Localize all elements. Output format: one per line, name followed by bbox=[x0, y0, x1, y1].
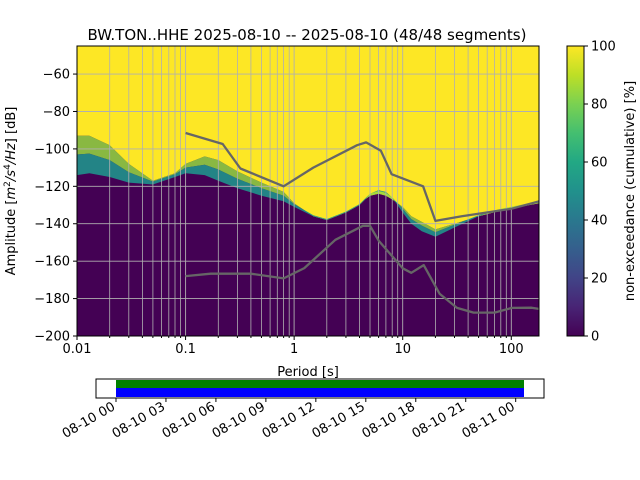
y-tick-label: −140 bbox=[34, 217, 70, 232]
timeline-tick-label: 08-10 09 bbox=[210, 399, 268, 441]
colorbar: 0 20 40 60 80 100 non-exceedance (cumulative)… bbox=[566, 40, 638, 345]
y-tick-label: −100 bbox=[34, 142, 70, 157]
timeline-tick-label: 08-11 00 bbox=[460, 399, 518, 441]
chart-title: BW.TON..HHE 2025-08-10 -- 2025-08-10 (48… bbox=[88, 26, 527, 44]
used-segments-bar bbox=[116, 388, 524, 397]
noise-model-curves bbox=[185, 131, 539, 314]
colorbar-gradient bbox=[566, 45, 585, 337]
timeline-tick-label: 08-10 00 bbox=[60, 399, 118, 441]
y-tick-label: −200 bbox=[34, 330, 70, 345]
x-tick-label: 100 bbox=[499, 342, 524, 357]
plot-frame bbox=[76, 45, 540, 337]
timeline-tick-label: 08-10 06 bbox=[160, 399, 218, 441]
y-axis-label: Amplitude [m2/s4/Hz] [dB] bbox=[3, 107, 19, 276]
colorbar-tick-label: 20 bbox=[591, 272, 608, 287]
colorbar-tick-label: 40 bbox=[591, 214, 608, 229]
timeline-tick-label: 08-10 18 bbox=[360, 399, 418, 441]
psd-plot-area: −60 −80 −100 −120 −140 −160 −180 −200 0.01 0.1 1 1… bbox=[3, 45, 540, 380]
y-tick-label: −160 bbox=[34, 255, 70, 270]
x-tick-label: 1 bbox=[290, 342, 298, 357]
x-tick-label: 0.1 bbox=[175, 342, 196, 357]
y-tick-label: −180 bbox=[34, 292, 70, 307]
timeline-tick-label: 08-10 03 bbox=[110, 399, 168, 441]
timeline-tick-label: 08-10 15 bbox=[310, 399, 368, 441]
x-tick-label: 10 bbox=[394, 342, 411, 357]
heatmap-layer bbox=[77, 46, 539, 336]
series-line-nhnm bbox=[185, 131, 539, 223]
colorbar-tick-label: 60 bbox=[591, 156, 608, 171]
heatmap-saturated-band bbox=[77, 46, 539, 230]
timeline-tick-label: 08-10 21 bbox=[410, 399, 468, 441]
colorbar-ticks: 0 20 40 60 80 100 bbox=[584, 40, 616, 345]
x-axis-label: Period [s] bbox=[277, 365, 339, 380]
y-tick-label: −80 bbox=[43, 105, 70, 120]
colorbar-label: non-exceedance (cumulative) [%] bbox=[623, 81, 638, 301]
y-axis: −60 −80 −100 −120 −140 −160 −180 −200 bbox=[34, 68, 77, 345]
y-tick-label: −60 bbox=[43, 68, 70, 83]
colorbar-tick-label: 0 bbox=[591, 330, 599, 345]
grid-lines bbox=[77, 46, 539, 336]
timeline-tick-label: 08-10 12 bbox=[260, 399, 318, 441]
series-line-nlnm bbox=[185, 224, 539, 314]
y-tick-label: −120 bbox=[34, 180, 70, 195]
x-tick-label: 0.01 bbox=[63, 342, 92, 357]
data-coverage-bar bbox=[116, 380, 524, 388]
x-axis: 0.01 0.1 1 10 100 bbox=[63, 336, 524, 357]
colorbar-tick-label: 80 bbox=[591, 98, 608, 113]
timeline-frame bbox=[95, 378, 545, 399]
colorbar-tick-label: 100 bbox=[591, 40, 616, 55]
